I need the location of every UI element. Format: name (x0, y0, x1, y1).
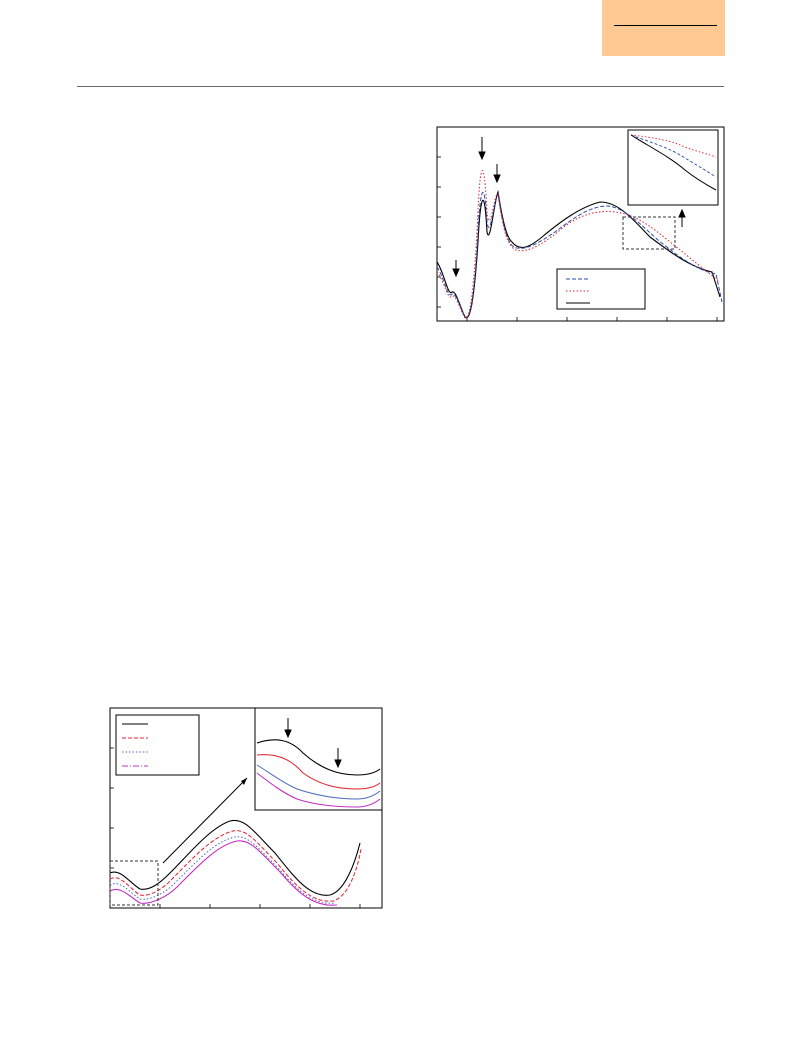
inset-red (256, 754, 381, 790)
legend-box (115, 714, 200, 776)
inset-arrows (284, 718, 342, 769)
annotation-arrows (452, 137, 686, 278)
ticks (110, 747, 361, 908)
series-black (109, 819, 361, 896)
zoom-box (622, 216, 676, 250)
ticks (437, 156, 718, 321)
plot-frame (436, 126, 725, 322)
badge-rule (614, 25, 717, 26)
zoom-arrowhead (241, 778, 247, 785)
series-red (436, 170, 721, 319)
header-rule (77, 86, 724, 87)
zoom-box (109, 860, 159, 906)
legend-box (556, 268, 646, 310)
inset-magenta (256, 772, 381, 808)
zoom-arrow (162, 777, 248, 864)
inset-blue (256, 764, 381, 800)
inset-frame (254, 707, 383, 811)
figure-top (436, 126, 725, 322)
figure-bottom (109, 707, 383, 909)
inset-blue (630, 134, 717, 178)
journal-badge (602, 0, 725, 56)
inset-black (256, 739, 381, 776)
inset-black (630, 134, 717, 191)
series-magenta (109, 840, 338, 906)
series-blue (436, 192, 723, 318)
series-red (109, 830, 362, 902)
